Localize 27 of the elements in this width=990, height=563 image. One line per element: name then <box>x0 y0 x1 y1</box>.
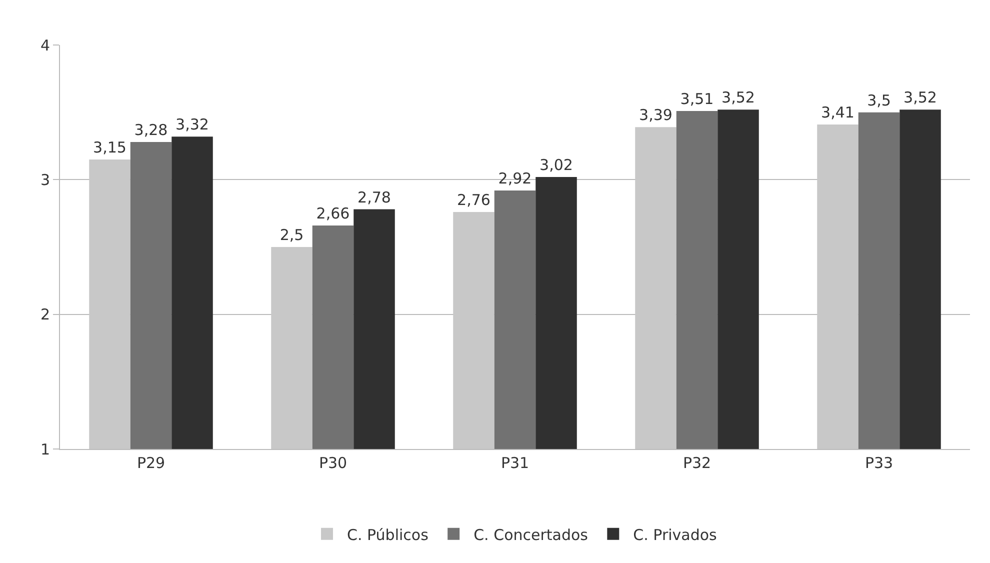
y-tick-label: 3 <box>40 170 50 189</box>
data-label: 3,32 <box>176 116 209 134</box>
y-tick-label: 2 <box>40 306 50 324</box>
data-label: 3,52 <box>904 88 937 107</box>
x-tick-label: P33 <box>864 454 894 472</box>
data-label: 2,5 <box>280 226 304 244</box>
data-label: 3,28 <box>134 120 168 139</box>
data-label: 3,52 <box>722 88 755 107</box>
data-label: 3,02 <box>540 156 573 174</box>
legend-label: C. Públicos <box>347 526 429 544</box>
data-label: 2,76 <box>457 190 490 209</box>
data-label: 3,39 <box>639 106 672 124</box>
x-tick-label: P29 <box>136 454 166 472</box>
y-tick-label: 4 <box>40 36 50 54</box>
y-tick-label: 1 <box>40 440 50 458</box>
data-label: 3,41 <box>821 103 854 122</box>
data-label: 2,78 <box>358 188 391 206</box>
legend-label: C. Privados <box>633 526 718 544</box>
legend-label: C. Concertados <box>474 526 588 544</box>
x-tick-label: P31 <box>500 454 530 472</box>
data-label: 2,92 <box>498 169 532 188</box>
x-tick-label: P30 <box>318 454 348 472</box>
x-tick-label: P32 <box>682 454 712 472</box>
data-label: 3,5 <box>867 91 891 110</box>
data-label: 2,66 <box>316 204 350 222</box>
data-label: 3,51 <box>680 90 714 108</box>
data-label: 3,15 <box>93 138 126 156</box>
